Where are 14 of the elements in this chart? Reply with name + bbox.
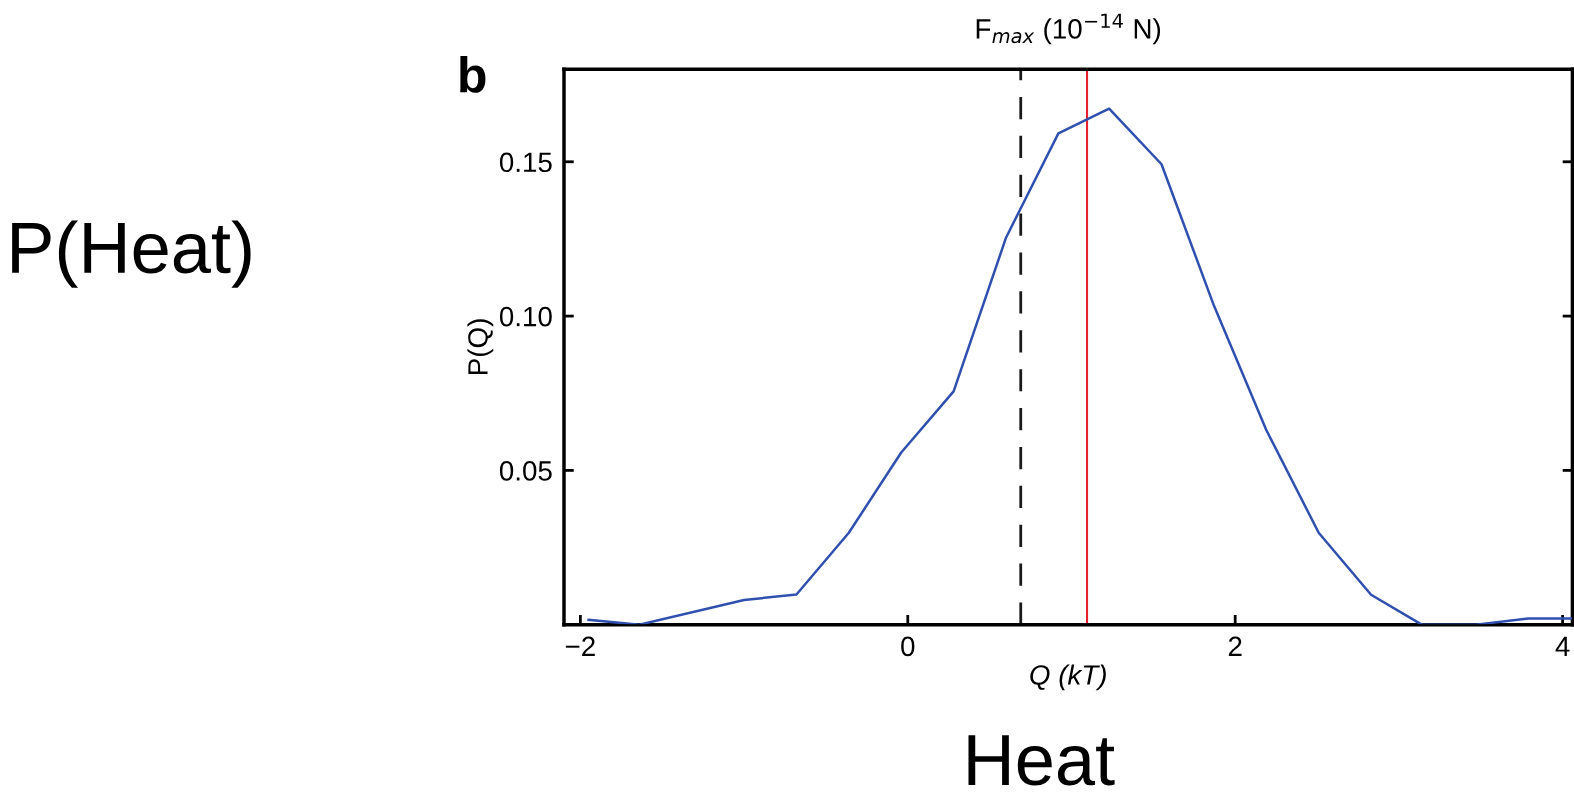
y-tick-label: 0.10 [499, 306, 552, 327]
x-tick-label: 4 [1555, 636, 1570, 656]
text: Heat [968, 735, 1115, 786]
text: b [460, 56, 486, 93]
x-axis-title: Q (kT) [1030, 664, 1106, 691]
x2-axis-title: F$_{max}$ (10$^{−14}$ N) [976, 13, 1161, 45]
y-tick-label: 0.05 [499, 461, 552, 481]
x-tick-label: 2 [1228, 636, 1242, 656]
line-series [587, 107, 1573, 625]
text: P(Heat) [12, 220, 251, 288]
y-tick-label: 0.15 [499, 152, 552, 173]
x-tick-label: −2 [565, 636, 595, 656]
x-tick-label: 0 [901, 636, 915, 657]
y-axis-title: P(Q) [467, 319, 494, 374]
